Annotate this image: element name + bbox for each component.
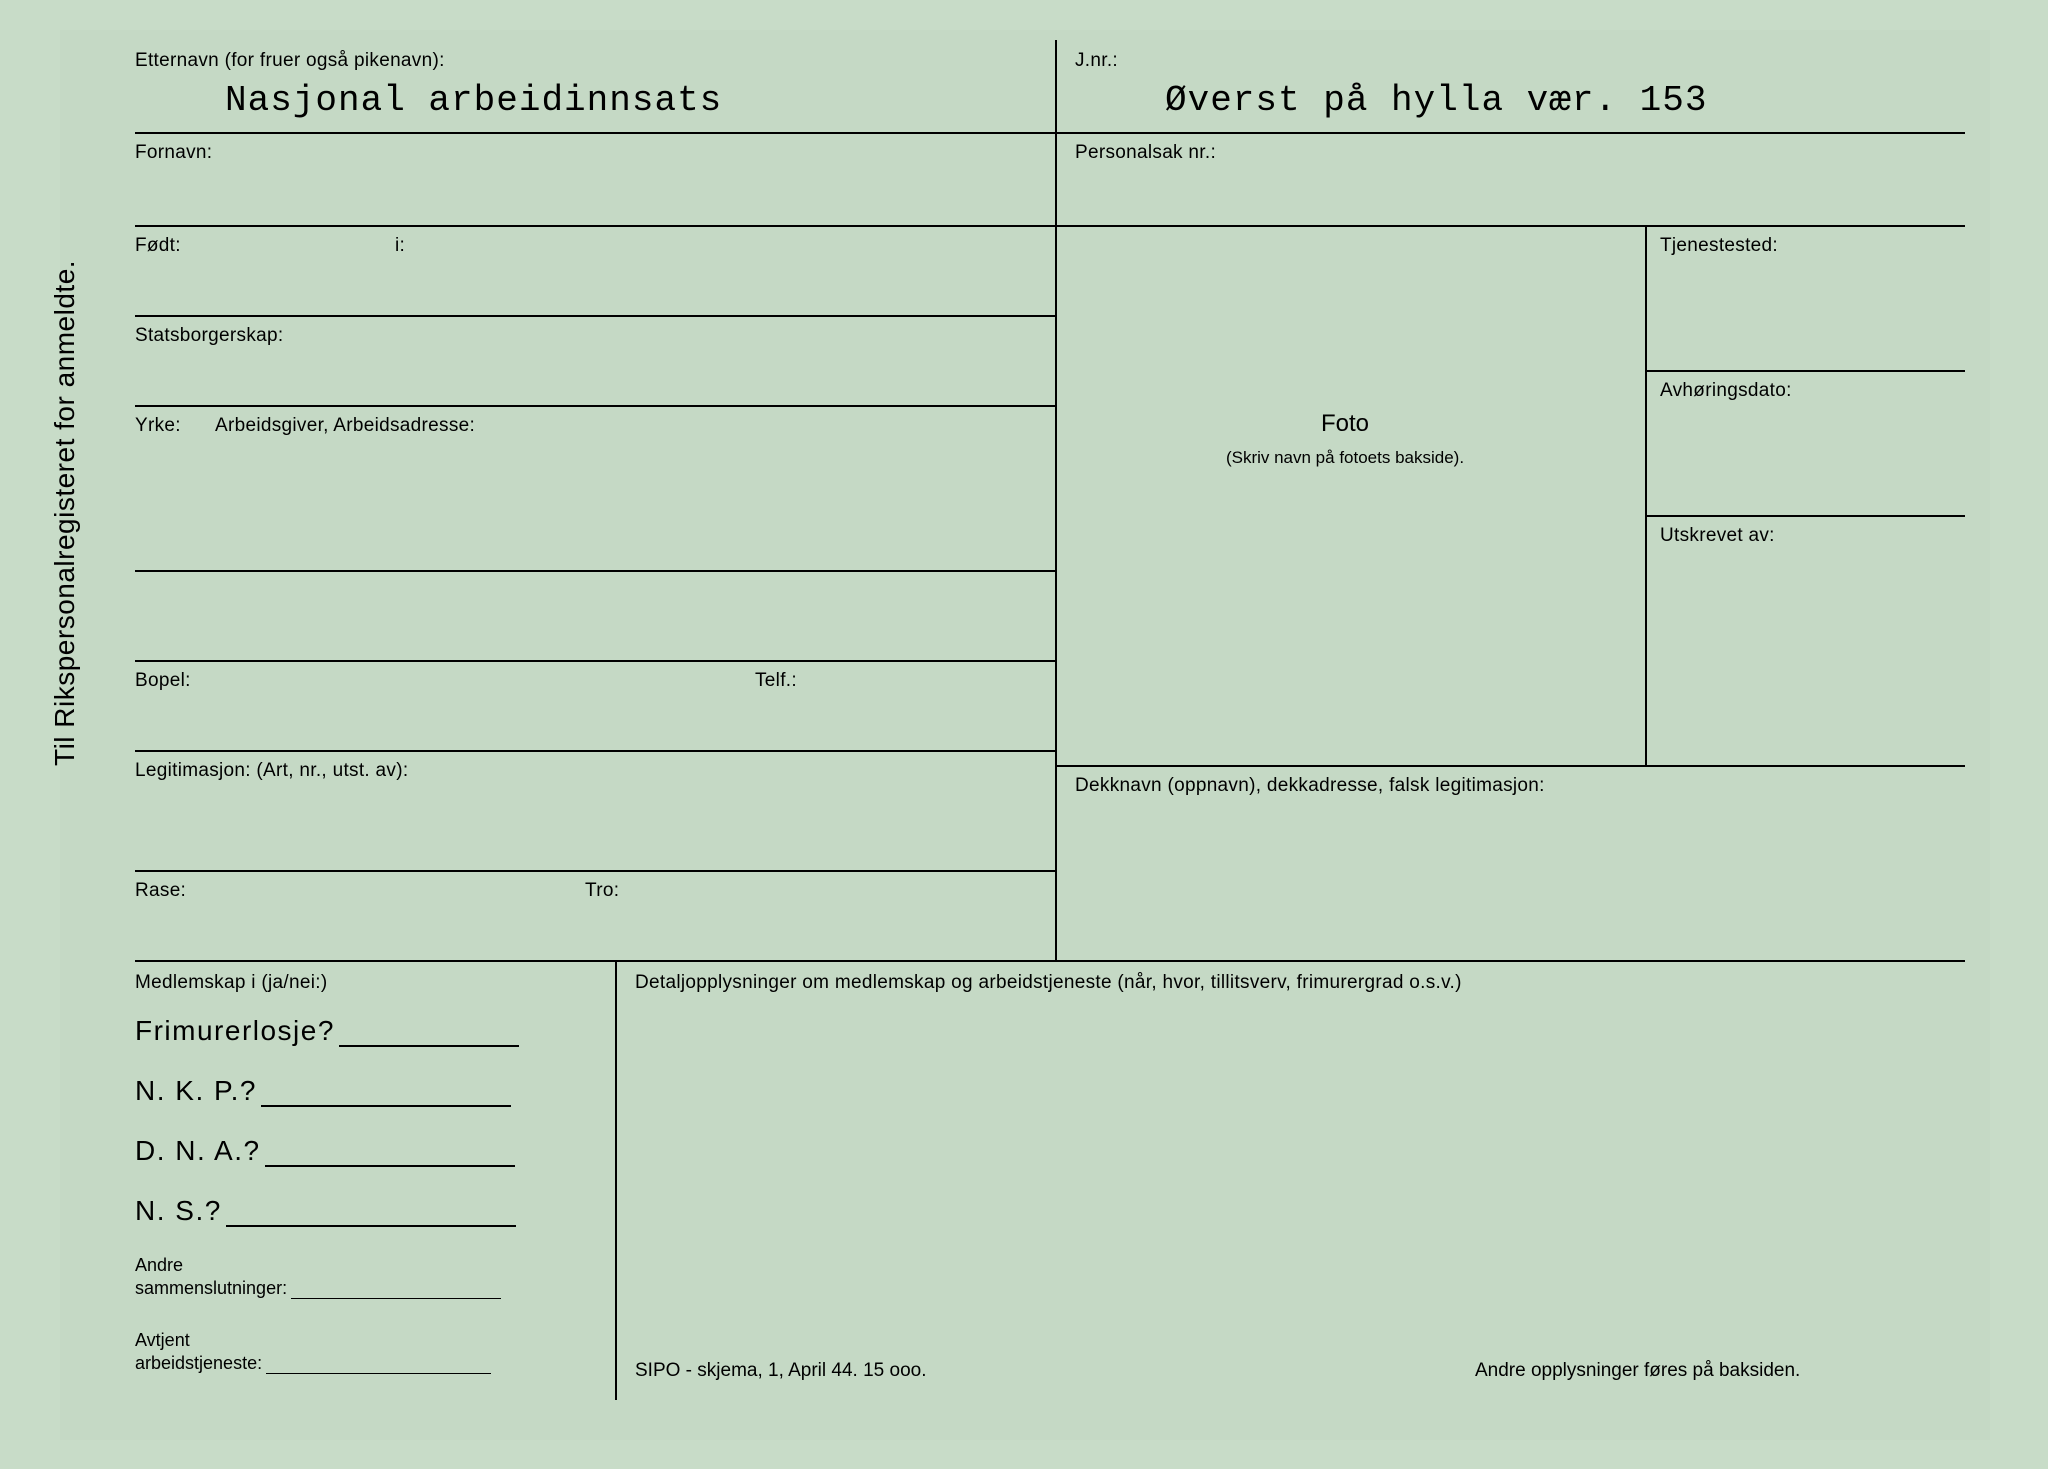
dna-line — [265, 1165, 515, 1167]
frimurerlosje-line — [339, 1045, 519, 1047]
hline-dekk — [1055, 765, 1965, 767]
vline-right — [1645, 225, 1647, 765]
statsborgerskap-label: Statsborgerskap: — [135, 325, 283, 347]
tjenestested-label: Tjenestested: — [1660, 235, 1778, 257]
hline-6-left — [135, 750, 1055, 752]
hline-5-left — [135, 660, 1055, 662]
personalsak-label: Personalsak nr.: — [1075, 142, 1216, 164]
footer-right: Andre opplysninger føres på baksiden. — [1475, 1360, 1800, 1382]
ns-label: N. S.? — [135, 1195, 222, 1226]
jnr-value: Øverst på hylla vær. 153 — [1165, 80, 1707, 121]
avtjent-line — [266, 1373, 491, 1374]
hline-1 — [135, 132, 1965, 134]
andre-line — [291, 1298, 501, 1299]
frimurerlosje-row: Frimurerlosje? — [135, 1015, 519, 1047]
hline-r1 — [1645, 370, 1965, 372]
andre-row: sammenslutninger: — [135, 1278, 501, 1299]
legitimasjon-label: Legitimasjon: (Art, nr., utst. av): — [135, 760, 408, 782]
vertical-title: Til Rikspersonalregisteret for anmeldte. — [49, 260, 81, 766]
foto-note: (Skriv navn på fotoets bakside). — [1215, 448, 1475, 468]
andre-label2: sammenslutninger: — [135, 1278, 287, 1298]
avtjent-label1: Avtjent — [135, 1330, 190, 1351]
avhoringsdato-label: Avhøringsdato: — [1660, 380, 1792, 402]
dna-label: D. N. A.? — [135, 1135, 261, 1166]
tro-label: Tro: — [585, 880, 619, 902]
telf-label: Telf.: — [755, 670, 797, 692]
hline-2 — [135, 225, 1965, 227]
jnr-label: J.nr.: — [1075, 50, 1118, 72]
avtjent-row: arbeidstjeneste: — [135, 1353, 491, 1374]
avtjent-label2: arbeidstjeneste: — [135, 1353, 262, 1373]
ns-row: N. S.? — [135, 1195, 516, 1227]
document-card: Til Rikspersonalregisteret for anmeldte.… — [60, 30, 1990, 1440]
nkp-line — [261, 1105, 511, 1107]
i-label: i: — [395, 235, 405, 257]
detaljopplysninger-label: Detaljopplysninger om medlemskap og arbe… — [635, 972, 1462, 994]
yrke-label: Yrke: — [135, 415, 181, 437]
foto-section: Foto (Skriv navn på fotoets bakside). — [1215, 410, 1475, 468]
nkp-row: N. K. P.? — [135, 1075, 511, 1107]
etternavn-label: Etternavn (for fruer også pikenavn): — [135, 50, 445, 72]
rase-label: Rase: — [135, 880, 186, 902]
foto-label: Foto — [1215, 410, 1475, 438]
hline-7-left — [135, 870, 1055, 872]
frimurerlosje-label: Frimurerlosje? — [135, 1015, 335, 1046]
vline-main — [1055, 40, 1057, 960]
form-area: Etternavn (for fruer også pikenavn): Nas… — [135, 40, 1975, 1420]
andre-label1: Andre — [135, 1255, 183, 1276]
fornavn-label: Fornavn: — [135, 142, 212, 164]
bopel-label: Bopel: — [135, 670, 191, 692]
fodt-label: Født: — [135, 235, 181, 257]
hline-r2 — [1645, 515, 1965, 517]
utskrevet-label: Utskrevet av: — [1660, 525, 1775, 547]
arbeidsgiver-label: Arbeidsgiver, Arbeidsadresse: — [215, 415, 475, 437]
nkp-label: N. K. P.? — [135, 1075, 257, 1106]
vline-membership — [615, 960, 617, 1400]
hline-5a-left — [135, 570, 1055, 572]
hline-bottom-section — [135, 960, 1965, 962]
dna-row: D. N. A.? — [135, 1135, 515, 1167]
medlemskap-label: Medlemskap i (ja/nei:) — [135, 972, 327, 994]
footer-left: SIPO - skjema, 1, April 44. 15 ooo. — [635, 1360, 926, 1382]
hline-3-left — [135, 315, 1055, 317]
hline-4-left — [135, 405, 1055, 407]
ns-line — [226, 1225, 516, 1227]
dekknavn-label: Dekknavn (oppnavn), dekkadresse, falsk l… — [1075, 775, 1545, 797]
etternavn-value: Nasjonal arbeidinnsats — [225, 80, 722, 121]
